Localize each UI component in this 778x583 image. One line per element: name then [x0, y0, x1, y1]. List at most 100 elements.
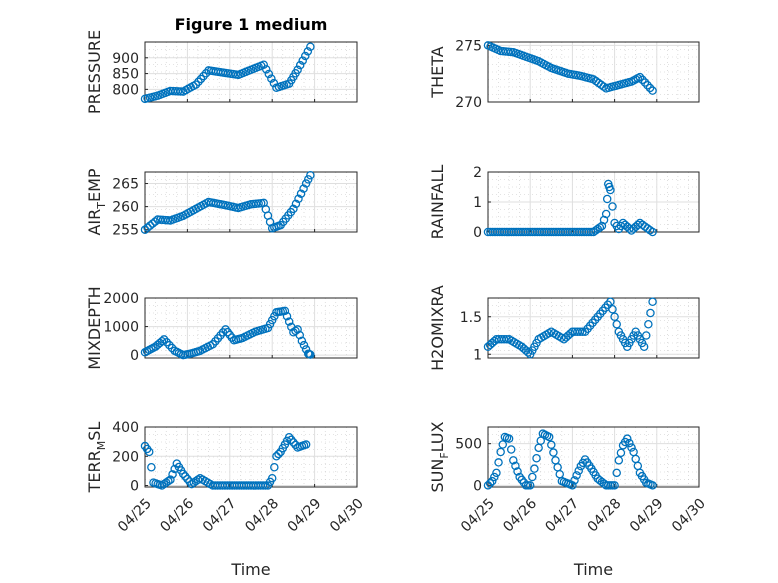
x-tick-label: 04/29 [285, 496, 325, 536]
data-point [639, 342, 649, 351]
data-point [157, 336, 167, 346]
data-point [642, 331, 651, 340]
data-point [631, 454, 640, 464]
data-point [602, 194, 612, 204]
data-point [289, 438, 298, 447]
y-tick-label: 1000 [103, 320, 139, 336]
data-point [574, 466, 583, 475]
data-point [150, 217, 160, 226]
data-point [532, 453, 541, 463]
data-point [185, 477, 194, 486]
data-point [262, 65, 271, 74]
data-point [625, 438, 634, 448]
data-point [289, 204, 298, 214]
data-point [494, 458, 503, 467]
y-axis-label: PRESSURE [85, 30, 104, 114]
x-axis-label: Time [573, 560, 613, 579]
data-point [644, 319, 653, 329]
data-point [568, 481, 577, 490]
y-tick-label: 0 [130, 479, 139, 495]
x-tick-label: 04/30 [669, 496, 709, 536]
data-point [280, 306, 290, 316]
data-point [547, 440, 556, 450]
y-tick-label: 270 [455, 95, 482, 111]
data-point [143, 223, 152, 232]
data-point [140, 225, 150, 234]
data-point [530, 464, 539, 473]
data-point [492, 468, 501, 478]
data-point [298, 56, 307, 65]
data-point [145, 221, 155, 230]
data-point [294, 194, 303, 204]
data-point [509, 456, 518, 465]
data-point [264, 69, 274, 79]
y-axis-label: H2OMIXRA [428, 285, 447, 371]
data-point [301, 179, 311, 188]
axes-box [144, 41, 358, 103]
y-tick-label: 260 [112, 200, 139, 216]
x-tick-label: 04/27 [542, 496, 582, 536]
data-point [301, 51, 310, 61]
data-point [623, 434, 632, 443]
data-point [183, 474, 192, 484]
y-tick-label: 200 [112, 449, 139, 465]
data-point [645, 83, 655, 93]
x-tick-label: 04/28 [585, 496, 625, 536]
data-point [629, 447, 638, 457]
y-tick-label: 275 [455, 38, 482, 54]
data-point [148, 219, 157, 228]
x-tick-label: 04/28 [242, 496, 282, 536]
y-tick-label: 0 [473, 225, 482, 241]
data-point [640, 78, 650, 87]
axes-box [487, 297, 700, 359]
data-point [616, 448, 626, 458]
data-point [635, 72, 645, 82]
y-tick-label: 1 [473, 195, 482, 211]
data-point [267, 473, 277, 483]
data-point [648, 481, 657, 490]
data-point [259, 60, 268, 69]
data-point [534, 443, 543, 453]
axes-box [144, 297, 358, 359]
data-point [513, 467, 522, 476]
data-point [306, 350, 315, 359]
data-point [293, 65, 302, 75]
y-axis-label: THETA [428, 46, 447, 98]
data-point [544, 432, 554, 442]
y-tick-label: 1 [473, 347, 482, 363]
data-point [295, 60, 305, 70]
data-point [303, 175, 313, 184]
data-point [608, 304, 617, 314]
data-point [498, 440, 508, 449]
panel-bottom-left: 0 200 400 04/25 04/26 04/27 04/28 04/29 04/30 Tim… [85, 420, 367, 579]
data-point [296, 189, 306, 198]
data-point [638, 75, 647, 85]
data-point [166, 475, 175, 484]
data-point [485, 478, 495, 488]
data-point [159, 335, 169, 344]
x-tick-label: 04/30 [327, 496, 367, 536]
y-tick-label: 850 [112, 67, 139, 83]
data-point [258, 481, 268, 490]
axes-box [144, 171, 358, 233]
x-tick-label: 04/26 [500, 496, 540, 536]
y-axis-label: RAINFALL [428, 165, 447, 240]
y-tick-label: 900 [112, 51, 139, 67]
y-tick-label: 2000 [103, 291, 139, 307]
data-point [295, 330, 305, 340]
data-point [511, 461, 520, 471]
data-point [301, 440, 311, 449]
x-tick-label: 04/26 [157, 496, 197, 536]
axes-box [487, 426, 700, 488]
y-tick-label: 800 [112, 82, 139, 98]
data-point [595, 223, 605, 232]
data-point [610, 312, 619, 321]
data-point [163, 216, 173, 225]
data-point [646, 308, 655, 318]
data-point [282, 311, 292, 321]
data-point [648, 227, 657, 237]
x-tick-label: 04/29 [627, 496, 667, 536]
